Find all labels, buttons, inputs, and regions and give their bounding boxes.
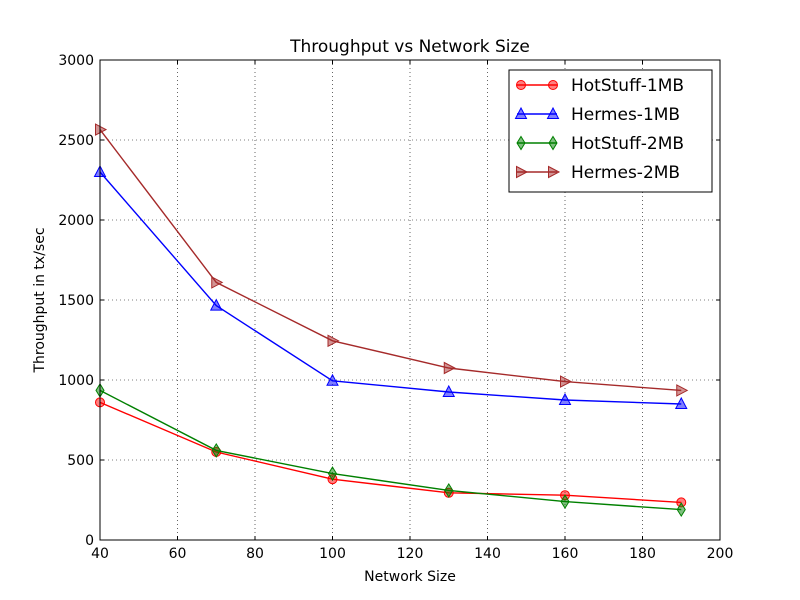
chart-title: Throughput vs Network Size [289, 37, 530, 57]
legend: HotStuff-1MB Hermes-1MB HotStuff-2MB Hermes… [508, 69, 713, 193]
x-tick-label: 120 [397, 546, 424, 562]
series-Hermes-2MB [95, 123, 689, 397]
x-tick-label: 140 [474, 546, 501, 562]
data-point [209, 298, 223, 311]
x-tick-label: 160 [552, 546, 579, 562]
data-point [95, 123, 108, 136]
x-tick-label: 40 [91, 546, 109, 562]
legend-label: HotStuff-2MB [571, 134, 684, 154]
series-HotStuff-1MB [95, 397, 687, 508]
legend-marker [548, 165, 561, 179]
series-HotStuff-2MB [95, 382, 686, 518]
y-tick-label: 500 [67, 453, 94, 469]
legend-marker [516, 80, 526, 90]
x-tick-label: 100 [319, 546, 346, 562]
legend-label: Hermes-2MB [571, 163, 680, 183]
data-point [211, 442, 221, 458]
data-point [676, 502, 686, 518]
y-tick-label: 1500 [58, 293, 94, 309]
data-point [326, 373, 339, 386]
y-tick-label: 2500 [58, 133, 94, 149]
data-point [558, 392, 572, 405]
legend-label: Hermes-1MB [571, 105, 680, 125]
legend-marker [546, 106, 560, 119]
data-point [444, 482, 454, 498]
legend-label: HotStuff-1MB [571, 76, 684, 96]
series-line [99, 389, 682, 511]
data-point [443, 361, 456, 375]
y-tick-label: 3000 [58, 53, 94, 69]
series-line [99, 129, 682, 392]
y-tick-label: 2000 [58, 213, 94, 229]
legend-marker [548, 80, 558, 90]
legend-marker [516, 165, 529, 179]
data-point [560, 494, 570, 510]
y-axis-label: Throughput in tx/sec [32, 227, 48, 373]
data-point [327, 466, 338, 482]
y-tick-label: 1000 [58, 373, 94, 389]
x-tick-label: 80 [246, 546, 264, 562]
data-point [442, 384, 456, 397]
x-axis-label: Network Size [364, 569, 456, 585]
x-tick-label: 200 [707, 546, 734, 562]
y-tick-label: 0 [85, 533, 94, 549]
series-line [99, 401, 682, 504]
x-tick-label: 60 [169, 546, 187, 562]
series-Hermes-1MB [93, 164, 688, 409]
data-point [560, 375, 573, 388]
legend-marker [514, 106, 528, 119]
legend-marker [548, 135, 558, 151]
x-tick-label: 180 [629, 546, 656, 562]
data-point [676, 384, 689, 397]
data-point [211, 276, 224, 289]
series-line [99, 171, 682, 405]
legend-marker [516, 135, 526, 151]
data-point [327, 334, 340, 348]
data-point [674, 396, 688, 409]
